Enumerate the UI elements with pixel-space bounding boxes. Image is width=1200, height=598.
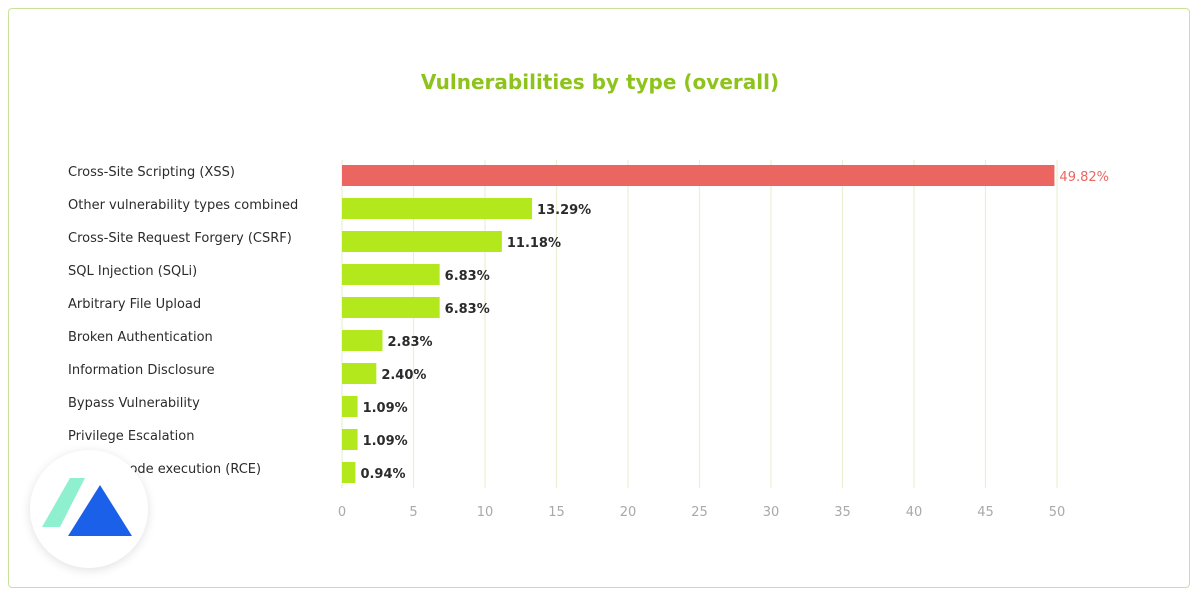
value-label: 1.09% [363, 434, 408, 449]
x-tick-label: 0 [338, 505, 346, 520]
bar [342, 297, 440, 318]
grid-lines [341, 160, 1058, 488]
category-label: SQL Injection (SQLi) [68, 264, 197, 279]
x-tick-label: 45 [977, 505, 994, 520]
category-label: Privilege Escalation [68, 429, 194, 444]
bar [342, 462, 356, 483]
bar [342, 330, 383, 351]
x-axis-ticks: 0 5 10 15 20 25 30 35 40 45 50 [338, 505, 1065, 520]
chart-frame [8, 8, 1190, 588]
company-logo [30, 450, 148, 568]
bar [342, 396, 358, 417]
bars [342, 165, 1055, 483]
x-tick-label: 50 [1049, 505, 1066, 520]
category-label: Cross-Site Request Forgery (CSRF) [68, 231, 292, 246]
category-label: Other vulnerability types combined [68, 198, 298, 213]
value-label: 0.94% [360, 467, 405, 482]
bar [342, 198, 533, 219]
chart-title: Vulnerabilities by type (overall) [420, 70, 780, 94]
bar [342, 264, 440, 285]
x-tick-label: 30 [763, 505, 780, 520]
x-tick-label: 5 [409, 505, 417, 520]
value-label: 11.18% [507, 236, 561, 251]
bar [342, 363, 377, 384]
bar [342, 165, 1055, 186]
logo-mark-icon [42, 478, 132, 536]
category-label: Broken Authentication [68, 330, 213, 345]
category-label: Bypass Vulnerability [68, 396, 200, 411]
category-label: Information Disclosure [68, 363, 215, 378]
value-labels: 49.82% 13.29% 11.18% 6.83% 6.83% 2.83% 2.40% 1.… [360, 170, 1109, 482]
x-tick-label: 35 [834, 505, 851, 520]
x-tick-label: 10 [477, 505, 494, 520]
category-label: Arbitrary File Upload [68, 297, 201, 312]
category-labels: Cross-Site Scripting (XSS) Other vulnerab… [68, 165, 298, 477]
value-label: 49.82% [1059, 170, 1109, 185]
value-label: 2.40% [381, 368, 426, 383]
value-label: 6.83% [445, 269, 490, 284]
bar [342, 429, 358, 450]
x-tick-label: 40 [906, 505, 923, 520]
bar [342, 231, 502, 252]
x-tick-label: 20 [620, 505, 637, 520]
category-label: Cross-Site Scripting (XSS) [68, 165, 235, 180]
value-label: 1.09% [363, 401, 408, 416]
x-tick-label: 25 [691, 505, 708, 520]
value-label: 6.83% [445, 302, 490, 317]
x-tick-label: 15 [548, 505, 565, 520]
value-label: 13.29% [537, 203, 591, 218]
value-label: 2.83% [387, 335, 432, 350]
